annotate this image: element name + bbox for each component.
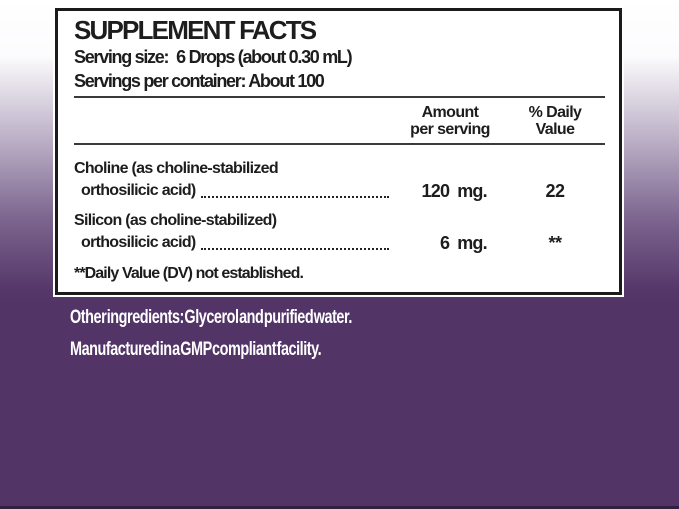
serving-size-label: Serving size: xyxy=(74,47,169,67)
ingredient-name-wrap: orthosilicic acid) xyxy=(74,232,395,254)
amount-header-line2: per serving xyxy=(410,121,490,138)
column-header-daily-value: % Daily Value xyxy=(505,102,605,138)
ingredient-name-line2: orthosilicic acid) xyxy=(81,182,196,199)
serving-size-line: Serving size: 6 Drops (about 0.30 mL) xyxy=(74,45,605,69)
ingredient-row-choline: Choline (as choline-stabilized orthosili… xyxy=(74,158,605,202)
other-ingredients-text: Other ingredients: Glycerol and purified… xyxy=(70,307,352,328)
ingredient-name-line1: Silicon (as choline-stabilized) xyxy=(74,212,277,229)
manufactured-text: Manufactured in a GMP compliant facility… xyxy=(70,339,322,360)
divider-top xyxy=(74,96,605,98)
dv-header-line2: Value xyxy=(535,121,575,138)
amount-value: 120 xyxy=(421,181,450,201)
ingredient-name-wrap: orthosilicic acid) xyxy=(74,180,395,202)
daily-value-cell: 22 xyxy=(545,181,565,201)
column-header-amount: Amount per serving xyxy=(395,102,505,138)
amount-unit: mg. xyxy=(457,233,487,253)
amount-unit: mg. xyxy=(457,181,487,201)
panel-title: SUPPLEMENT FACTS xyxy=(74,15,317,45)
column-spacer xyxy=(74,102,395,138)
column-header-row: Amount per serving % Daily Value xyxy=(74,102,605,138)
ingredient-name-line2: orthosilicic acid) xyxy=(81,234,196,251)
bottom-edge-strip xyxy=(0,506,679,509)
ingredient-row-values: orthosilicic acid) 6 mg. ** xyxy=(74,232,605,254)
amount-value: 6 xyxy=(439,233,450,253)
dotted-leader xyxy=(200,196,389,198)
amount-cell: 120 mg. xyxy=(395,180,505,202)
servings-per-container-line: Servings per container: About 100 xyxy=(74,71,325,91)
ingredient-row-values: orthosilicic acid) 120 mg. 22 xyxy=(74,180,605,202)
ingredient-row-silicon: Silicon (as choline-stabilized) orthosil… xyxy=(74,210,605,254)
daily-value-footnote: **Daily Value (DV) not established. xyxy=(74,265,304,282)
supplement-facts-panel: SUPPLEMENT FACTS Serving size: 6 Drops (a… xyxy=(55,8,622,295)
daily-value-cell: ** xyxy=(548,233,562,253)
amount-cell: 6 mg. xyxy=(395,232,505,254)
dotted-leader xyxy=(200,248,389,250)
amount-header-line1: Amount xyxy=(421,104,479,121)
serving-size-value: 6 Drops (about 0.30 mL) xyxy=(176,47,352,67)
ingredient-name-line1: Choline (as choline-stabilized xyxy=(74,160,279,177)
divider-header xyxy=(74,143,605,145)
dv-header-line1: % Daily xyxy=(528,104,582,121)
